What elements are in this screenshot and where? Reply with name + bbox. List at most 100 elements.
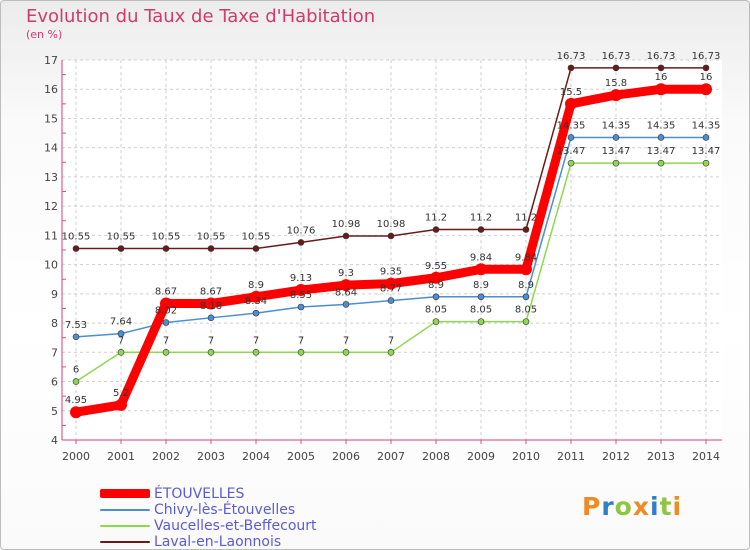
- x-tick-label: 2010: [512, 450, 540, 463]
- data-point: [657, 159, 665, 167]
- data-label: 14.35: [647, 120, 676, 131]
- data-point: [612, 134, 620, 141]
- x-tick-label: 2007: [377, 450, 405, 463]
- data-label: 7: [388, 335, 394, 346]
- data-label: 8.64: [335, 287, 357, 298]
- legend-swatch: [100, 489, 150, 498]
- data-label: 9.84: [515, 252, 537, 263]
- data-label: 8.18: [200, 301, 222, 312]
- data-point: [207, 314, 215, 322]
- data-label: 14.35: [602, 120, 631, 131]
- data-label: 7: [118, 335, 124, 346]
- legend-swatch: [100, 541, 150, 543]
- data-point: [475, 263, 487, 276]
- data-point: [432, 226, 440, 233]
- x-tick-label: 2008: [422, 450, 450, 463]
- y-tick-label: 8: [51, 317, 58, 330]
- data-point: [160, 297, 172, 310]
- data-point: [657, 64, 665, 72]
- brand-letter: o: [614, 492, 633, 521]
- data-label: 16.73: [692, 51, 721, 62]
- data-point: [117, 349, 125, 356]
- data-label: 10.55: [62, 232, 91, 243]
- data-label: 10.76: [287, 225, 316, 236]
- data-label: 5.2: [113, 388, 129, 399]
- data-label: 7: [208, 335, 214, 346]
- data-label: 9.35: [380, 267, 402, 278]
- x-tick-label: 2009: [467, 450, 495, 463]
- y-tick-label: 15: [44, 112, 58, 125]
- data-point: [430, 271, 442, 284]
- data-label: 8.05: [425, 305, 447, 316]
- x-tick-label: 2012: [602, 450, 630, 463]
- y-axis-label: (en %): [26, 28, 63, 41]
- data-point: [342, 232, 350, 240]
- data-point: [702, 64, 710, 72]
- y-tick-label: 7: [51, 346, 58, 359]
- data-label: 10.55: [107, 232, 136, 243]
- data-label: 16.73: [557, 51, 586, 62]
- y-tick-label: 14: [44, 142, 58, 155]
- data-label: 9.84: [470, 252, 492, 263]
- data-point: [655, 83, 667, 96]
- data-label: 11.2: [515, 213, 537, 224]
- data-point: [252, 349, 260, 356]
- legend-swatch: [100, 509, 150, 511]
- data-point: [702, 134, 710, 141]
- data-point: [162, 349, 170, 356]
- data-point: [612, 159, 620, 167]
- x-tick-label: 2002: [152, 450, 180, 463]
- data-point: [477, 293, 485, 301]
- data-label: 8.02: [155, 305, 177, 316]
- legend-label: ÉTOUVELLES: [154, 486, 245, 502]
- data-label: 14.35: [557, 120, 586, 131]
- data-point: [207, 245, 215, 252]
- data-point: [72, 245, 80, 252]
- x-tick-label: 2000: [62, 450, 90, 463]
- y-tick-label: 12: [44, 200, 58, 213]
- data-point: [72, 378, 80, 385]
- brand-letter: t: [659, 492, 673, 521]
- data-label: 10.98: [377, 219, 406, 230]
- brand-letter: P: [582, 492, 602, 521]
- data-point: [567, 134, 575, 141]
- data-point: [72, 333, 80, 341]
- data-point: [477, 318, 485, 325]
- data-point: [567, 64, 575, 72]
- data-label: 8.34: [245, 296, 267, 307]
- data-label: 13.47: [647, 146, 676, 157]
- brand-letter: i: [650, 492, 660, 521]
- y-tick-label: 10: [44, 259, 58, 272]
- data-point: [342, 349, 350, 356]
- data-label: 7.53: [65, 320, 87, 331]
- data-point: [340, 279, 352, 292]
- x-tick-label: 2005: [287, 450, 315, 463]
- data-label: 8.67: [155, 286, 177, 297]
- data-label: 9.13: [290, 273, 312, 284]
- data-point: [205, 297, 217, 310]
- brand-letter: r: [601, 492, 615, 521]
- data-point: [387, 349, 395, 356]
- x-tick-label: 2003: [197, 450, 225, 463]
- x-tick-label: 2001: [107, 450, 135, 463]
- legend-swatch: [100, 525, 150, 527]
- x-tick-label: 2004: [242, 450, 270, 463]
- data-point: [162, 319, 170, 326]
- y-tick-label: 16: [44, 83, 58, 96]
- data-label: 8.9: [473, 280, 489, 291]
- plot-area: [62, 60, 722, 440]
- data-point: [297, 239, 305, 246]
- data-label: 13.47: [692, 146, 721, 157]
- y-tick-label: 11: [44, 229, 58, 242]
- data-point: [297, 349, 305, 356]
- data-point: [117, 330, 125, 337]
- y-tick-label: 4: [51, 434, 58, 447]
- chart-title: Evolution du Taux de Taxe d'Habitation: [26, 6, 376, 27]
- data-point: [385, 277, 397, 290]
- data-label: 8.05: [470, 305, 492, 316]
- grid: [62, 59, 722, 441]
- data-point: [252, 309, 260, 317]
- data-point: [702, 159, 710, 167]
- x-tick-label: 2006: [332, 450, 360, 463]
